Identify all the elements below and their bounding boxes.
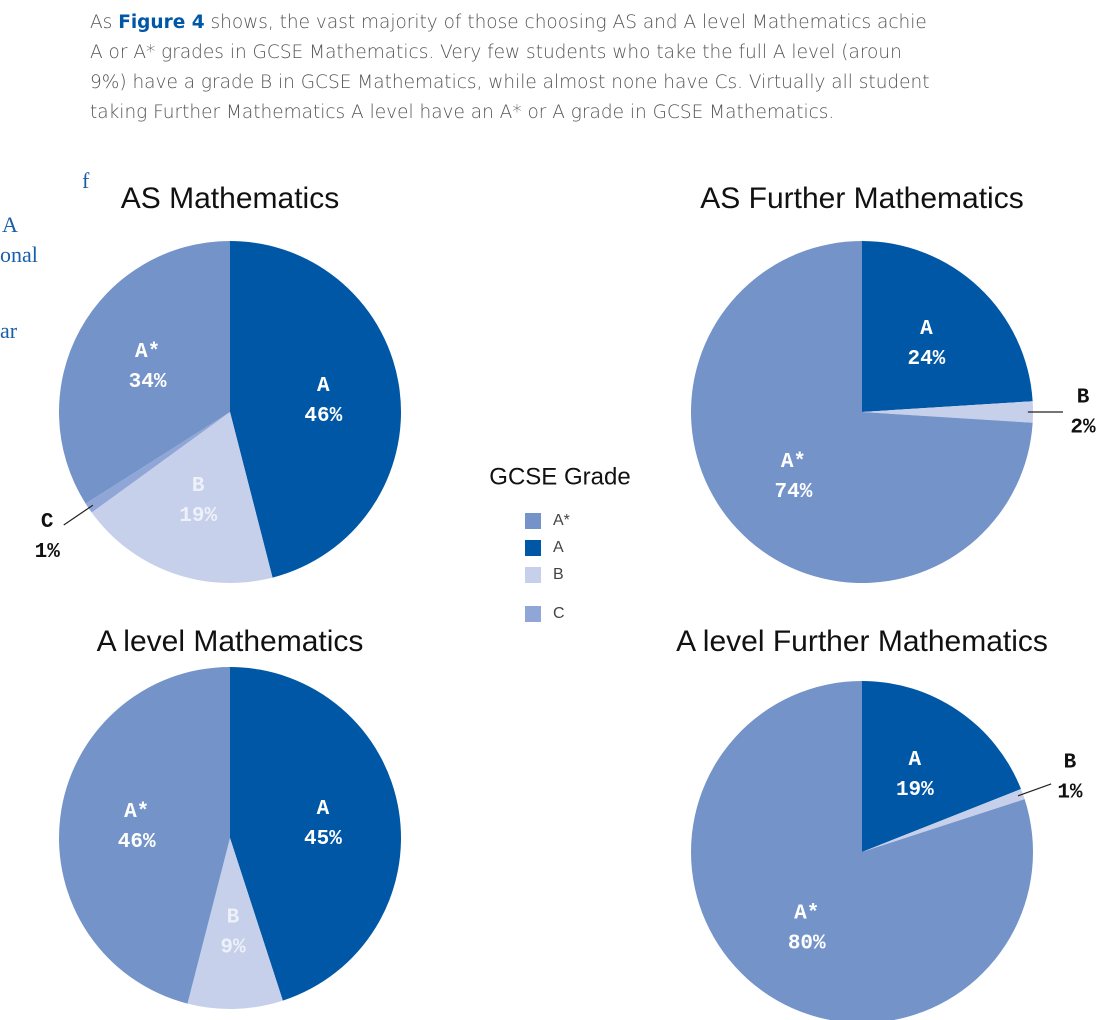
slice-category: B [227,907,240,930]
slice-category: B [192,475,205,498]
legend-label: A [553,539,564,556]
slice-value: 46% [304,405,342,428]
slice-value: 19% [179,505,217,528]
sidebar-text: ar [0,318,18,343]
slice-value: 1% [35,541,61,564]
slice-value: 34% [129,371,167,394]
text-run: A or A* grades in GCSE Mathematics. Very… [90,42,902,63]
pie-slice [58,667,231,1004]
pie-slice [862,681,1021,852]
paragraph-line: taking Further Mathematics A level have … [90,98,1112,128]
text-run: As [90,12,119,33]
slice-value: 9% [220,937,246,960]
slice-category: C [41,511,54,534]
legend-label: C [553,605,565,622]
text-run: Figure 4 [118,12,205,33]
slice-value: 45% [304,828,342,851]
legend-label: B [553,566,564,583]
slice-value: 80% [788,933,826,956]
pie-slice [862,241,1033,412]
sidebar-text: onal [0,242,38,267]
pie-slice [691,241,1033,583]
text-run: taking Further Mathematics A level have … [90,102,835,123]
legend-label: A* [553,512,570,529]
sidebar-text: A [2,212,18,237]
legend-swatch [525,567,541,583]
slice-value: 74% [775,481,813,504]
chart-title: AS Further Mathematics [700,182,1023,215]
chart-title: A level Mathematics [97,625,364,658]
slice-category: A* [794,903,819,926]
slice-value: 24% [907,348,945,371]
slice-value: 2% [1070,417,1096,440]
pie-slice [187,838,283,1009]
pie-slice [862,789,1025,852]
text-run: shows, the vast majority of those choosi… [204,12,927,33]
paragraph-line: A or A* grades in GCSE Mathematics. Very… [90,38,1112,68]
slice-value: 1% [1057,782,1083,805]
chart-title: AS Mathematics [121,182,339,215]
slice-category: A* [135,341,160,364]
slice-category: A* [781,451,806,474]
pie-slice [85,412,230,513]
slice-category: B [1064,752,1077,775]
legend-swatch [525,540,541,556]
chart-title: A level Further Mathematics [676,625,1048,658]
sidebar-text: f [82,168,90,193]
slice-category: A* [124,801,149,824]
slice-category: A [909,749,922,772]
pie-slice [230,667,402,1001]
pie-slice [691,681,1033,1020]
legend-title: GCSE Grade [489,463,630,490]
leader-line [1017,783,1052,797]
slice-value: 46% [118,831,156,854]
slice-category: A [317,798,330,821]
pie-slice [230,241,402,578]
legend-swatch [525,606,541,622]
legend-swatch [525,513,541,529]
slice-category: A [920,318,933,341]
paragraph-line: 9%) have a grade B in GCSE Mathematics, … [90,68,1112,98]
paragraph-line: As Figure 4 shows, the vast majority of … [90,8,1112,38]
pie-slice [91,412,273,583]
slice-value: 19% [896,779,934,802]
slice-category: A [317,375,330,398]
text-run: 9%) have a grade B in GCSE Mathematics, … [90,72,930,93]
leader-line [63,504,94,526]
pie-slice [59,241,230,504]
paragraph: As Figure 4 shows, the vast majority of … [90,8,1112,128]
pie-slice [862,401,1034,423]
slice-category: B [1077,387,1090,410]
